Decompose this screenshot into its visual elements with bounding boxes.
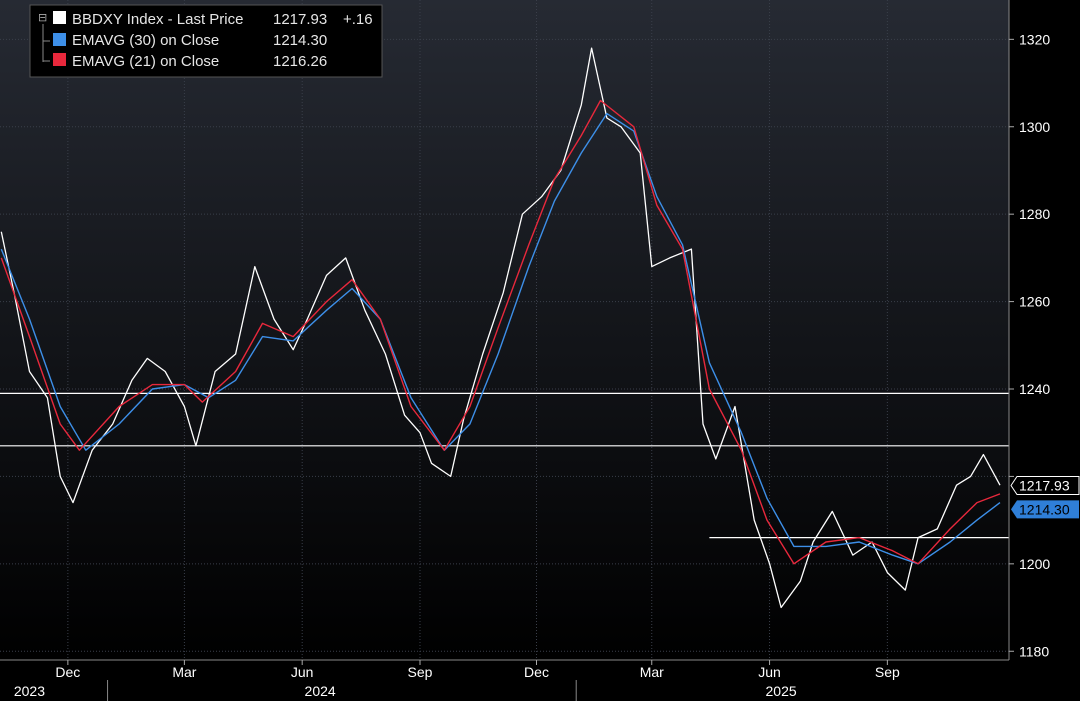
year-label: 2025: [766, 683, 797, 699]
x-tick-label: Sep: [875, 664, 900, 680]
x-tick-label: Dec: [55, 664, 80, 680]
ema30-price-tag: 1214.30: [1011, 500, 1079, 519]
x-tick-label: Jun: [291, 664, 314, 680]
y-tick-label: 1300: [1019, 119, 1050, 135]
ema30-price-tag-value: 1214.30: [1019, 501, 1070, 517]
x-tick-label: Mar: [172, 664, 196, 680]
series-lines: [0, 47, 1001, 609]
legend-swatch-ema21: [53, 53, 66, 66]
legend-collapse-icon[interactable]: ⊟: [38, 11, 47, 24]
last-price-tag: 1217.93: [1010, 475, 1080, 495]
legend-label-ema21: EMAVG (21) on Close: [72, 53, 219, 70]
legend-change-price: +.16: [343, 11, 373, 28]
legend-box: [29, 4, 383, 78]
x-tick-label: Jun: [758, 664, 781, 680]
legend-swatch-price: [53, 11, 66, 24]
y-axis-ticks: 1180 1200 1240 1260 1280 1300 1320: [1009, 31, 1050, 659]
plot-background: [0, 0, 1009, 660]
legend-value-ema30: 1214.30: [273, 32, 327, 49]
legend-value-price: 1217.93: [273, 11, 327, 28]
ema30-series-line: [0, 112, 1001, 565]
year-label: 2024: [305, 683, 336, 699]
legend-label-ema30: EMAVG (30) on Close: [72, 32, 219, 49]
y-tick-label: 1260: [1019, 294, 1050, 310]
year-label: 2023: [14, 683, 45, 699]
y-tick-label: 1280: [1019, 206, 1050, 222]
ema21-series-line: [0, 99, 1001, 565]
last-price-tag-value: 1217.93: [1019, 477, 1070, 493]
y-tick-label: 1320: [1019, 31, 1050, 47]
x-tick-label: Mar: [640, 664, 664, 680]
y-tick-label: 1180: [1019, 643, 1049, 659]
price-series-line: [0, 47, 1001, 609]
x-tick-label: Dec: [524, 664, 549, 680]
legend-value-ema21: 1216.26: [273, 53, 327, 70]
last-price-tag-shape: [1010, 475, 1080, 495]
legend-label-price: BBDXY Index - Last Price: [72, 11, 243, 28]
x-tick-label: Sep: [408, 664, 433, 680]
legend: ⊟ BBDXY Index - Last Price 1217.93 +.16 …: [29, 4, 383, 78]
y-tick-label: 1200: [1019, 556, 1050, 572]
y-tick-label: 1240: [1019, 381, 1050, 397]
ema30-price-tag-shape: [1011, 500, 1079, 519]
x-axis-ticks: Dec Mar Jun Sep Dec Mar Jun Sep 2023 2024 2025: [14, 660, 900, 701]
legend-swatch-ema30: [53, 33, 66, 46]
